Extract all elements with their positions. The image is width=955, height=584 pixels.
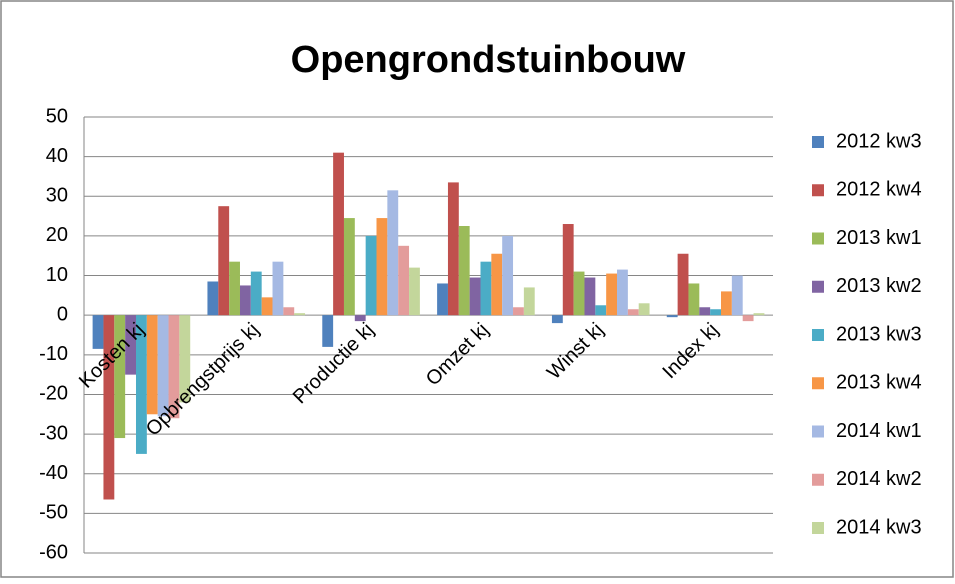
bar [437, 283, 448, 316]
y-tick-label: 40 [46, 145, 68, 167]
bar [469, 277, 481, 316]
bar [699, 307, 711, 316]
bar [229, 261, 240, 316]
legend-swatch [812, 377, 824, 390]
legend-label: 2013 kw4 [836, 372, 922, 394]
y-tick-label: 10 [46, 264, 68, 286]
bar [480, 261, 492, 316]
legend-swatch [812, 329, 824, 341]
bar [343, 218, 355, 316]
bar [595, 305, 607, 316]
bar [502, 235, 514, 316]
bar [551, 315, 563, 324]
bar [742, 315, 754, 322]
bar [677, 253, 689, 316]
bar [617, 269, 628, 316]
bar [103, 315, 115, 500]
y-tick-label: -60 [39, 541, 68, 563]
legend-label: 2014 kw3 [836, 516, 922, 538]
bar [710, 309, 722, 316]
legend-label: 2013 kw1 [836, 227, 922, 249]
y-tick-label: -10 [39, 343, 68, 365]
bar [584, 277, 596, 316]
bar [168, 315, 180, 419]
legend-swatch [812, 425, 824, 438]
bar [114, 315, 126, 439]
bar [398, 245, 410, 316]
legend-label: 2013 kw2 [836, 275, 922, 297]
legend-swatch [812, 232, 824, 245]
legend-label: 2014 kw2 [836, 468, 922, 490]
bar [354, 315, 366, 322]
bar [365, 235, 377, 316]
legend-swatch [812, 184, 824, 197]
legend-swatch [812, 473, 824, 486]
bar [157, 315, 169, 417]
bar [523, 287, 535, 316]
bar [638, 303, 650, 316]
bar [753, 313, 765, 316]
bar [250, 271, 262, 316]
bar [731, 275, 743, 316]
bar [562, 224, 574, 316]
bar [207, 281, 219, 316]
y-tick-label: -30 [39, 422, 68, 444]
bar [666, 315, 678, 318]
bar [92, 315, 104, 349]
bar [179, 315, 191, 403]
bar [322, 315, 334, 347]
bar [261, 297, 273, 316]
legend-swatch [812, 280, 824, 293]
bar [333, 152, 344, 316]
legend-label: 2012 kw3 [836, 130, 922, 152]
bar [387, 190, 399, 316]
y-tick-label: 0 [57, 303, 68, 325]
bar [491, 253, 503, 316]
y-tick-label: -40 [39, 462, 68, 484]
bar [294, 313, 306, 316]
bar [447, 182, 459, 316]
legend-swatch [812, 136, 824, 148]
bar [146, 315, 158, 415]
legend-label: 2013 kw3 [836, 323, 922, 345]
y-tick-label: 30 [46, 185, 68, 207]
bar [283, 307, 295, 316]
bar [721, 291, 732, 316]
bar [218, 206, 230, 316]
legend-label: 2014 kw1 [836, 420, 922, 442]
bar [239, 285, 251, 316]
bar [125, 315, 136, 375]
bar [376, 218, 388, 316]
bar [573, 271, 585, 316]
bar [627, 309, 639, 316]
bar [135, 315, 147, 454]
bar [409, 267, 420, 316]
y-tick-label: -50 [39, 502, 68, 524]
y-tick-label: -20 [39, 383, 68, 405]
chart-title: Opengrondstuinbouw [291, 39, 686, 81]
y-tick-label: 20 [46, 224, 68, 246]
bar [513, 307, 524, 316]
legend-label: 2012 kw4 [836, 179, 922, 201]
bar [272, 261, 284, 316]
y-tick-label: 50 [46, 105, 68, 127]
legend-swatch [812, 522, 824, 534]
bar [606, 273, 618, 316]
bar [688, 283, 700, 316]
bar [458, 226, 470, 316]
